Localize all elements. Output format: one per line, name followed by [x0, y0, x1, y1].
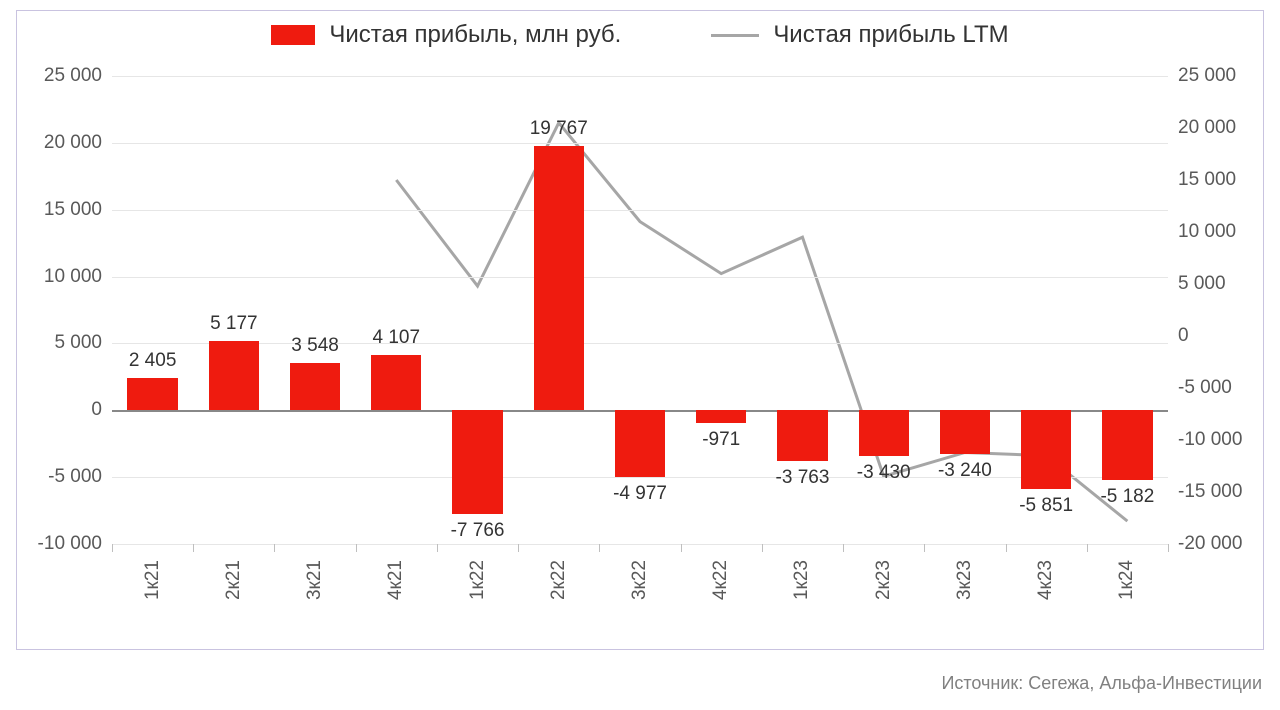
y-right-label: 15 000	[1168, 169, 1236, 191]
x-category-label: 2к21	[223, 560, 245, 600]
chart-container: Чистая прибыль, млн руб. Чистая прибыль …	[16, 10, 1264, 650]
bar	[1021, 410, 1071, 488]
gridline	[112, 277, 1168, 278]
bar	[127, 378, 177, 410]
gridline	[112, 477, 1168, 478]
x-category-label: 2к22	[548, 560, 570, 600]
bar	[940, 410, 990, 453]
y-left-label: -5 000	[48, 466, 112, 488]
gridline	[112, 143, 1168, 144]
y-right-label: -5 000	[1168, 377, 1232, 399]
bar	[209, 341, 259, 410]
bar-value-label: -3 430	[857, 462, 911, 484]
legend-swatch-bar	[271, 25, 315, 45]
x-tick	[681, 544, 682, 552]
y-left-label: 5 000	[54, 332, 112, 354]
bar	[1102, 410, 1152, 479]
bar	[452, 410, 502, 514]
x-category-label: 2к23	[873, 560, 895, 600]
gridline	[112, 343, 1168, 344]
legend-item-line: Чистая прибыль LTM	[711, 21, 1008, 49]
y-left-label: 20 000	[44, 132, 112, 154]
legend-line-label: Чистая прибыль LTM	[773, 21, 1008, 49]
x-tick	[437, 544, 438, 552]
y-left-label: 25 000	[44, 65, 112, 87]
y-left-label: 0	[91, 399, 112, 421]
bar-value-label: 19 767	[530, 118, 588, 140]
bar-value-label: -4 977	[613, 483, 667, 505]
bar-value-label: -5 182	[1100, 486, 1154, 508]
bar	[615, 410, 665, 477]
x-category-label: 4к23	[1035, 560, 1057, 600]
x-tick	[762, 544, 763, 552]
x-tick	[924, 544, 925, 552]
y-right-label: 20 000	[1168, 117, 1236, 139]
y-right-label: -10 000	[1168, 429, 1242, 451]
x-tick	[193, 544, 194, 552]
gridline	[112, 210, 1168, 211]
x-tick	[274, 544, 275, 552]
bar	[290, 363, 340, 410]
x-category-label: 1к21	[142, 560, 164, 600]
legend: Чистая прибыль, млн руб. Чистая прибыль …	[17, 21, 1263, 49]
x-category-label: 4к22	[710, 560, 732, 600]
bar-value-label: -3 763	[776, 467, 830, 489]
x-tick	[1168, 544, 1169, 552]
y-right-label: 25 000	[1168, 65, 1236, 87]
bar-value-label: 3 548	[291, 335, 339, 357]
x-tick	[599, 544, 600, 552]
bar-value-label: 2 405	[129, 350, 177, 372]
bar-value-label: -3 240	[938, 460, 992, 482]
y-right-label: 0	[1168, 325, 1189, 347]
x-category-label: 1к24	[1116, 560, 1138, 600]
legend-bar-label: Чистая прибыль, млн руб.	[329, 21, 621, 49]
x-axis: 1к21 2к21 3к21 4к21 1к22 2к22 3к22 4к22 1к23 2к23…	[112, 544, 1168, 649]
bar-value-label: -7 766	[451, 520, 505, 542]
y-left-label: 10 000	[44, 266, 112, 288]
bar-value-label: -971	[702, 429, 740, 451]
x-category-label: 1к23	[791, 560, 813, 600]
bar	[859, 410, 909, 456]
bar-value-label: 4 107	[373, 327, 421, 349]
x-category-label: 3к23	[954, 560, 976, 600]
x-tick	[518, 544, 519, 552]
bar	[777, 410, 827, 460]
x-tick	[1087, 544, 1088, 552]
x-tick	[1006, 544, 1007, 552]
x-tick	[112, 544, 113, 552]
x-category-label: 3к21	[304, 560, 326, 600]
legend-item-bar: Чистая прибыль, млн руб.	[271, 21, 621, 49]
plot-area: -10 000-5 00005 00010 00015 00020 00025 …	[112, 76, 1168, 544]
bar	[534, 146, 584, 410]
source-caption: Источник: Сегежа, Альфа-Инвестиции	[941, 673, 1262, 694]
gridline	[112, 76, 1168, 77]
x-category-label: 1к22	[467, 560, 489, 600]
bar-value-label: 5 177	[210, 313, 258, 335]
x-tick	[356, 544, 357, 552]
x-category-label: 4к21	[385, 560, 407, 600]
y-right-label: 5 000	[1168, 273, 1226, 295]
y-right-label: 10 000	[1168, 221, 1236, 243]
y-right-label: -15 000	[1168, 481, 1242, 503]
y-left-label: -10 000	[38, 533, 112, 555]
legend-swatch-line	[711, 34, 759, 37]
x-category-label: 3к22	[629, 560, 651, 600]
bar	[371, 355, 421, 410]
bar-value-label: -5 851	[1019, 495, 1073, 517]
x-tick	[843, 544, 844, 552]
y-right-label: -20 000	[1168, 533, 1242, 555]
bar	[696, 410, 746, 423]
y-left-label: 15 000	[44, 199, 112, 221]
